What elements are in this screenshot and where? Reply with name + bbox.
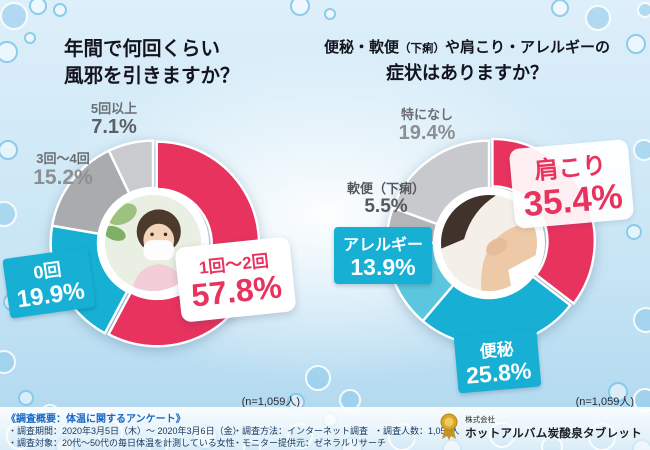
title-part-post: や肩こり・アレルギーの	[445, 39, 611, 57]
survey-method: ・調査方法：インターネット調査	[233, 426, 369, 436]
badge-0-times: 0回 19.9%	[2, 247, 96, 319]
label-3to4-times: 3回〜4回 15.2%	[12, 148, 114, 189]
segment-value: 13.9%	[350, 254, 416, 280]
sample-size-right: (n=1,059人)	[575, 396, 634, 408]
title-line2: 風邪を引きますか？	[64, 65, 240, 88]
company-name-block: 株式会社 ホットアルバム炭酸泉タブレット	[465, 414, 642, 441]
cold-frequency-chart-title: 年間で何回くらい 風邪を引きますか？	[64, 36, 240, 91]
survey-overview-footer: 《調査概要：体温に関するアンケート》 ・調査期間：2020年3月5日（木）〜 2…	[0, 407, 650, 450]
donut-segment-4	[391, 139, 491, 226]
company-name: ホットアルバム炭酸泉タブレット	[465, 427, 642, 440]
title-part-small: （下痢）	[399, 43, 445, 56]
symptom-chart	[378, 132, 600, 354]
survey-monitor: ・モニター提供元：ゼネラルリサーチ	[233, 438, 387, 448]
segment-value: 35.4%	[521, 176, 625, 225]
segment-value: 19.4%	[398, 122, 456, 144]
label-loose-stool: 軟便（下痢） 5.5%	[330, 178, 442, 217]
sample-size-left: (n=1,059人)	[241, 396, 300, 408]
center-photo-woman-mask	[101, 191, 205, 295]
badge-allergy: アレルギー 13.9%	[334, 227, 433, 284]
survey-period: ・調査期間：2020年3月5日（木）〜 2020年3月6日（金）	[8, 426, 242, 436]
label-none: 特になし 19.4%	[372, 104, 482, 144]
medal-icon	[440, 413, 458, 440]
segment-label: アレルギー	[343, 237, 424, 254]
label-1to2-times: 1回〜2回 57.8%	[174, 236, 297, 323]
segment-label: 特になし	[400, 107, 453, 122]
survey-target: ・調査対象：20代〜50代の毎日体温を計測している女性	[8, 438, 235, 448]
segment-value: 57.8%	[189, 268, 284, 314]
donut-segment-3	[107, 139, 155, 195]
title-line2: 症状はありますか？	[386, 62, 548, 83]
survey-count: ・調査人数：1,059人	[374, 426, 460, 436]
title-line1: 年間で何回くらい	[64, 38, 221, 61]
segment-label: 軟便（下痢）	[346, 181, 425, 196]
segment-value: 25.8%	[465, 357, 533, 389]
label-5times-plus: 5回以上 7.1%	[64, 98, 164, 138]
company-logo: 株式会社 ホットアルバム炭酸泉タブレット	[439, 413, 642, 441]
segment-label: 5回以上	[90, 101, 138, 116]
segment-label: 3回〜4回	[36, 151, 90, 166]
symptom-chart-title: 便秘・軟便（下痢）や肩こり・アレルギーの 症状はありますか？	[300, 36, 634, 87]
badge-constipation: 便秘 25.8%	[453, 328, 542, 394]
title-part-pre: 便秘・軟便	[323, 39, 399, 57]
survey-overview-heading: 《調査概要：体温に関するアンケート》	[6, 414, 186, 425]
segment-value: 5.5%	[364, 196, 408, 217]
segment-value: 7.1%	[91, 116, 137, 138]
company-prefix: 株式会社	[465, 414, 496, 424]
label-stiff-shoulder: 肩こり 35.4%	[508, 138, 635, 230]
segment-value: 15.2%	[33, 166, 93, 189]
